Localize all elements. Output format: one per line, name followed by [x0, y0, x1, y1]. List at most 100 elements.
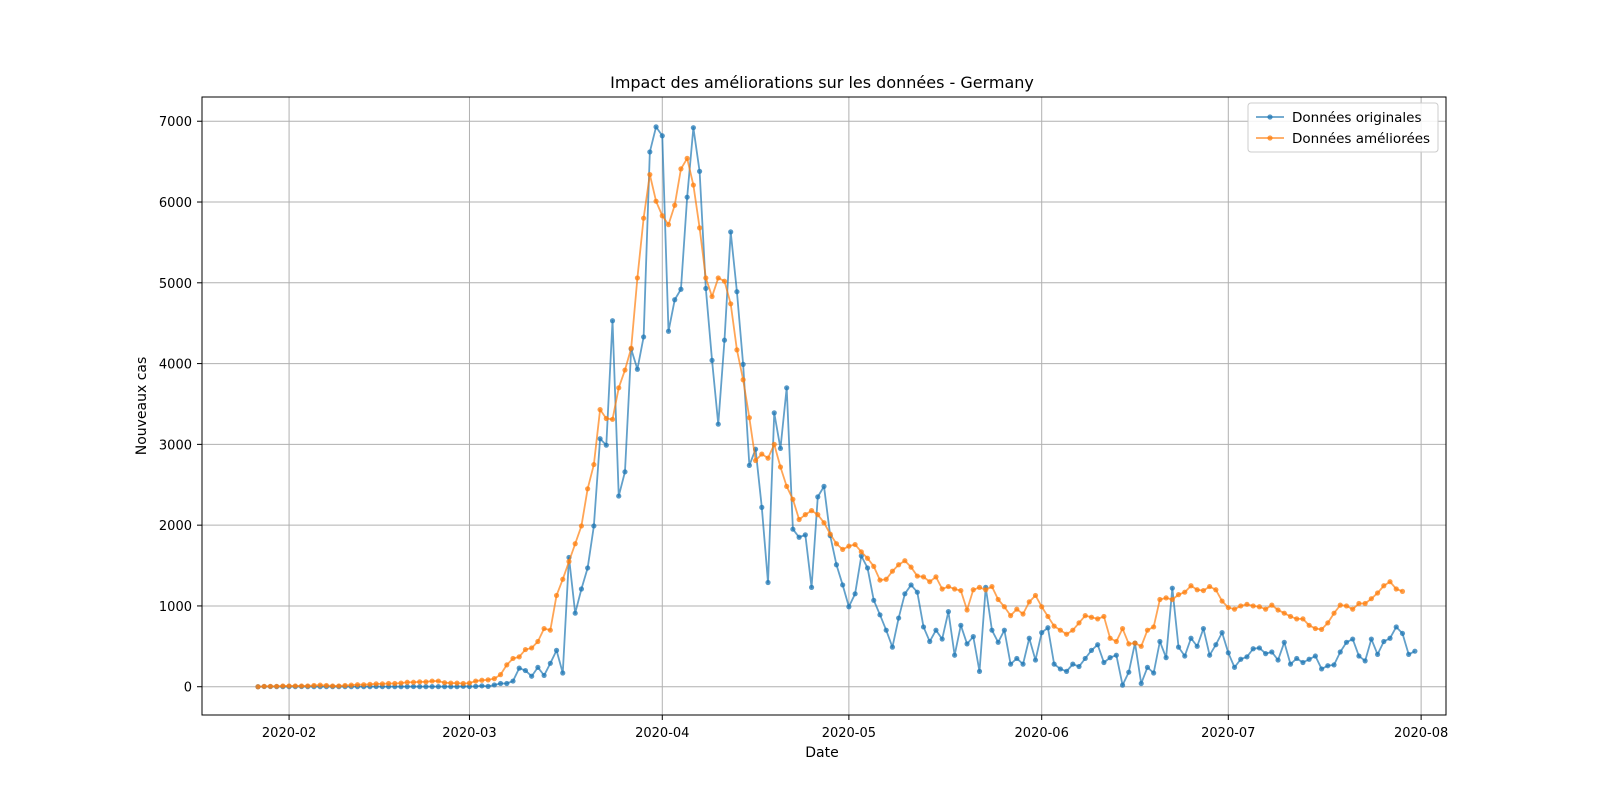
data-point	[858, 549, 864, 555]
data-point	[323, 682, 329, 689]
data-point	[1151, 670, 1157, 676]
data-point	[1374, 590, 1381, 596]
data-point	[678, 286, 684, 292]
data-point	[1076, 620, 1082, 626]
data-point	[1337, 602, 1343, 608]
data-point	[976, 668, 983, 674]
data-point	[939, 586, 945, 592]
data-point	[429, 684, 435, 690]
data-point	[274, 683, 280, 689]
data-point	[1325, 620, 1331, 626]
data-point	[485, 683, 491, 690]
data-point	[410, 683, 417, 690]
data-point	[392, 680, 398, 687]
data-point	[1169, 596, 1175, 603]
data-point	[933, 574, 939, 580]
data-point	[1051, 661, 1057, 667]
data-point	[1238, 603, 1244, 609]
y-axis-label: Nouveaux cas	[134, 357, 150, 456]
data-point	[522, 646, 529, 653]
data-point	[373, 681, 379, 687]
data-point	[1319, 666, 1325, 672]
data-point	[659, 133, 665, 139]
data-point	[1082, 655, 1088, 662]
data-point	[255, 684, 261, 690]
data-point	[348, 682, 354, 688]
data-point	[672, 202, 678, 208]
y-tick-label: 7000	[159, 115, 192, 130]
data-point	[435, 684, 441, 690]
data-point	[1219, 630, 1225, 636]
data-point	[510, 655, 516, 662]
data-point	[796, 534, 802, 540]
data-point	[367, 681, 373, 687]
data-point	[927, 579, 933, 585]
data-point	[1325, 663, 1331, 669]
data-point	[1287, 613, 1294, 620]
data-point	[1014, 606, 1020, 612]
data-point	[833, 562, 840, 568]
y-tick-label: 0	[184, 681, 192, 696]
data-point	[914, 573, 920, 579]
data-point	[833, 541, 840, 547]
data-point	[1194, 587, 1200, 593]
data-point	[1157, 596, 1163, 603]
data-point	[958, 587, 964, 594]
data-point	[1107, 635, 1113, 641]
data-point	[1070, 661, 1076, 667]
data-point	[641, 334, 647, 340]
data-point	[945, 609, 952, 615]
data-point	[777, 445, 784, 452]
data-point	[529, 645, 535, 651]
data-point	[1063, 631, 1070, 637]
data-point	[908, 582, 914, 588]
data-point	[1256, 645, 1262, 651]
data-point	[516, 654, 522, 660]
data-point	[541, 672, 547, 679]
data-point	[1399, 630, 1406, 637]
data-point	[280, 683, 286, 689]
data-point	[1113, 652, 1119, 658]
data-point	[1393, 624, 1399, 630]
data-point	[1008, 661, 1014, 667]
data-point	[641, 215, 647, 221]
data-point	[1244, 654, 1250, 660]
data-point	[454, 680, 460, 686]
data-point	[410, 679, 417, 685]
data-point	[902, 591, 908, 597]
data-point	[1119, 682, 1126, 688]
legend-swatch-marker	[1267, 114, 1273, 120]
data-point	[659, 213, 665, 219]
data-point	[342, 682, 348, 689]
data-point	[1381, 583, 1387, 589]
data-point	[1088, 614, 1095, 620]
data-point	[1387, 635, 1393, 641]
data-point	[1300, 616, 1306, 622]
data-point	[1337, 649, 1343, 655]
x-tick-label: 2020-02	[262, 726, 316, 741]
data-point	[958, 622, 964, 628]
data-point	[504, 680, 510, 687]
data-point	[1350, 636, 1356, 642]
data-point	[821, 520, 827, 526]
data-point	[479, 683, 485, 689]
data-point	[1343, 603, 1350, 609]
data-point	[759, 451, 765, 457]
data-point	[1412, 648, 1418, 654]
data-point	[535, 664, 541, 670]
data-point	[1294, 616, 1300, 622]
data-point	[435, 678, 441, 684]
data-point	[485, 677, 491, 683]
data-point	[466, 680, 473, 686]
data-point	[684, 194, 690, 200]
data-point	[684, 155, 690, 161]
data-point	[1200, 587, 1207, 594]
data-point	[933, 627, 939, 633]
y-tick-label: 5000	[159, 277, 192, 292]
data-point	[292, 683, 298, 689]
data-point	[317, 682, 323, 688]
data-point	[952, 586, 958, 592]
data-point	[634, 275, 641, 281]
data-point	[709, 293, 715, 300]
data-point	[1362, 600, 1368, 607]
